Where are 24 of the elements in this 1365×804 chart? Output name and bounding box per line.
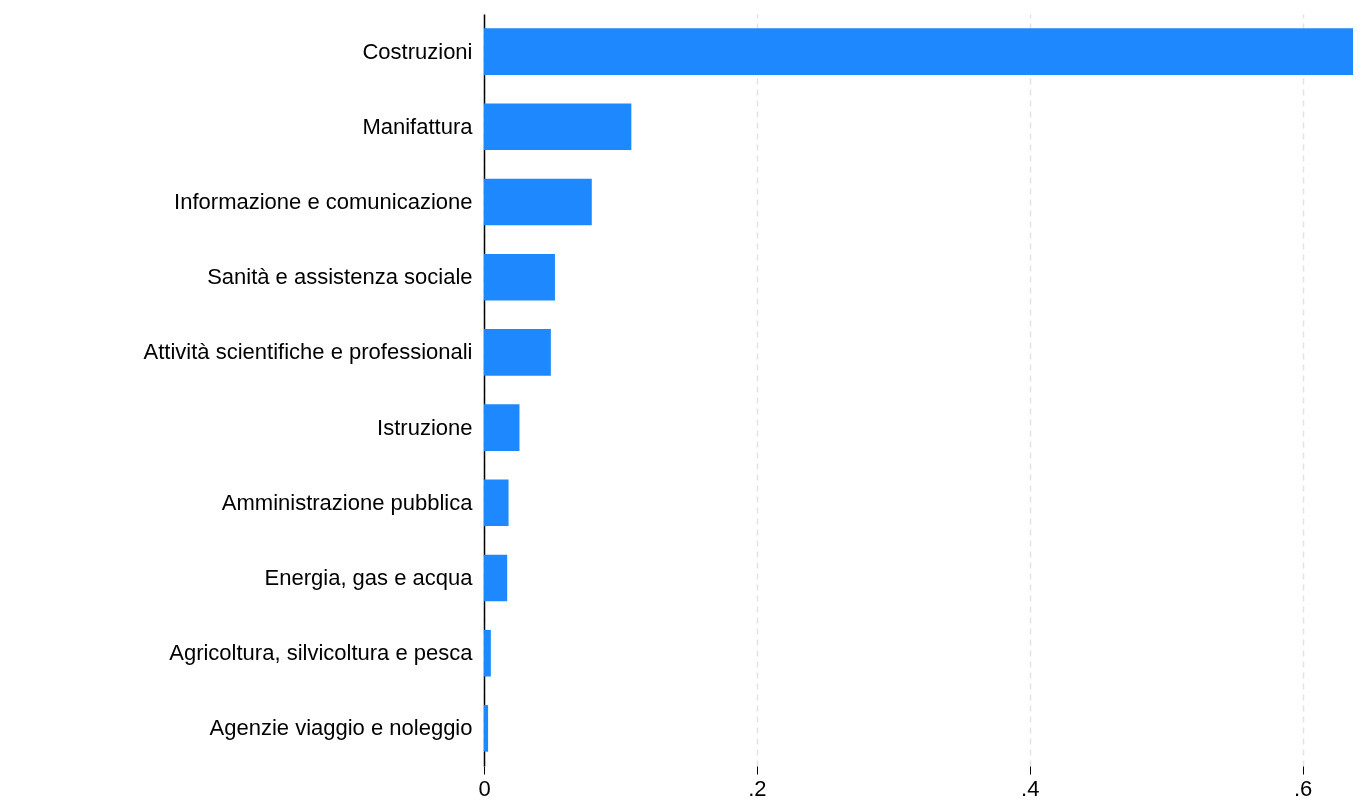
bar	[484, 629, 491, 677]
x-tick-label: .4	[1021, 775, 1040, 801]
y-tick-label: Agricoltura, silvicoltura e pesca	[169, 640, 474, 666]
y-tick-label: Amministrazione pubblica	[221, 489, 474, 515]
x-tick-label: .6	[1293, 775, 1313, 801]
x-tick-label: .2	[748, 775, 767, 801]
y-tick-label: Sanità e assistenza sociale	[207, 264, 473, 290]
x-tick-label: 0	[478, 775, 491, 801]
bar	[484, 103, 632, 151]
bar	[484, 329, 551, 376]
y-tick-label: Agenzie viaggio e noleggio	[209, 715, 473, 741]
bar	[484, 479, 509, 527]
y-tick-label: Manifattura	[362, 113, 474, 139]
bar	[484, 253, 555, 301]
bar	[484, 554, 508, 602]
y-tick-label: Attività scientifiche e professionali	[143, 339, 473, 365]
y-tick-label: Istruzione	[377, 414, 473, 440]
bar	[484, 178, 592, 226]
y-tick-label: Energia, gas e acqua	[264, 565, 474, 590]
bar	[484, 705, 489, 752]
bar	[484, 28, 1354, 75]
y-tick-label: Costruzioni	[362, 38, 473, 64]
y-tick-label: Informazione e comunicazione	[174, 189, 473, 214]
bar	[484, 404, 520, 451]
